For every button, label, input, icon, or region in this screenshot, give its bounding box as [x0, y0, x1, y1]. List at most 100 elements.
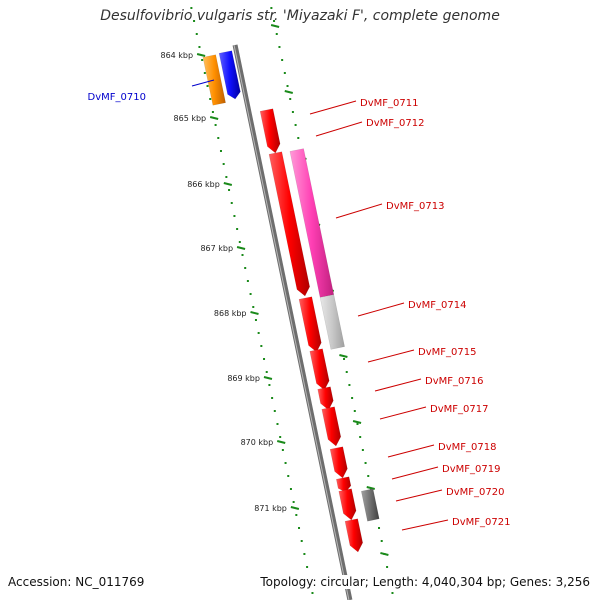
minor-tick — [391, 592, 394, 594]
gene-label: DvMF_0717 — [430, 404, 488, 415]
minor-tick — [386, 566, 389, 568]
minor-tick — [271, 397, 274, 399]
label-leader-line — [335, 203, 383, 219]
major-tick — [276, 440, 286, 444]
gene-label: DvMF_0713 — [386, 201, 444, 212]
gene-label: DvMF_0718 — [438, 442, 496, 453]
minor-tick — [265, 371, 268, 373]
minor-tick — [300, 540, 303, 542]
minor-tick — [203, 72, 206, 74]
minor-tick — [273, 20, 276, 22]
label-leader-line — [309, 100, 357, 115]
major-tick — [196, 53, 206, 57]
kbp-label: 867 kbp — [200, 244, 233, 253]
minor-tick — [345, 371, 348, 373]
minor-tick — [298, 527, 301, 529]
minor-tick — [233, 215, 236, 217]
major-tick — [339, 354, 348, 358]
gene-label: DvMF_0714 — [408, 300, 466, 311]
minor-tick — [268, 384, 271, 386]
minor-tick — [294, 124, 297, 126]
minor-tick — [270, 7, 273, 9]
minor-tick — [217, 137, 220, 139]
kbp-label: 869 kbp — [227, 374, 260, 383]
minor-tick — [225, 176, 228, 178]
label-leader-line — [357, 302, 405, 317]
minor-tick — [193, 20, 196, 22]
minor-tick — [311, 592, 314, 594]
minor-tick — [230, 202, 233, 204]
minor-tick — [195, 33, 198, 35]
gene-arrow — [338, 488, 357, 521]
minor-tick — [306, 566, 309, 568]
minor-tick — [284, 462, 287, 464]
left-tick-rail — [190, 7, 314, 594]
gene-label: DvMF_0721 — [452, 517, 510, 528]
feature-block — [319, 294, 345, 350]
minor-tick — [190, 7, 193, 9]
genome-summary-text: Topology: circular; Length: 4,040,304 bp… — [258, 575, 590, 589]
minor-tick — [286, 85, 289, 87]
minor-tick — [246, 280, 249, 282]
minor-tick — [214, 124, 217, 126]
minor-tick — [351, 397, 354, 399]
major-tick — [263, 376, 273, 380]
label-leader-line — [191, 79, 215, 87]
minor-tick — [222, 163, 225, 165]
minor-tick — [348, 384, 351, 386]
minor-tick — [241, 254, 244, 256]
gene-arrow-blue — [218, 50, 241, 100]
minor-tick — [228, 189, 231, 191]
gene-label: DvMF_0712 — [366, 118, 424, 129]
gene-arrow — [344, 518, 363, 553]
minor-tick — [303, 553, 306, 555]
minor-tick — [263, 358, 266, 360]
minor-tick — [353, 410, 356, 412]
minor-tick — [278, 46, 281, 48]
minor-tick — [378, 527, 381, 529]
major-tick — [209, 116, 219, 120]
minor-tick — [206, 85, 209, 87]
major-tick — [236, 246, 246, 250]
minor-tick — [198, 46, 201, 48]
minor-tick — [283, 72, 286, 74]
label-leader-line — [387, 444, 435, 458]
minor-tick — [364, 462, 367, 464]
map-title: Desulfovibrio vulgaris str. 'Miyazaki F'… — [100, 8, 500, 24]
major-tick — [223, 182, 233, 186]
minor-tick — [249, 293, 252, 295]
gene-arrow — [309, 348, 330, 391]
minor-tick — [367, 475, 370, 477]
major-tick — [284, 90, 294, 94]
minor-tick — [343, 358, 346, 360]
label-leader-line — [367, 349, 415, 363]
minor-tick — [361, 449, 364, 451]
kbp-label: 868 kbp — [214, 309, 247, 318]
gene-arrow — [329, 446, 348, 479]
kbp-label: 866 kbp — [187, 180, 220, 189]
major-tick — [270, 24, 280, 28]
label-leader-line — [315, 121, 363, 137]
accession-text: Accession: NC_011769 — [8, 575, 145, 589]
feature-block — [361, 488, 380, 522]
minor-tick — [273, 410, 276, 412]
minor-tick — [252, 306, 255, 308]
minor-tick — [289, 98, 292, 100]
minor-tick — [257, 332, 260, 334]
gene-arrow — [268, 151, 310, 297]
gene-arrow — [259, 108, 281, 154]
minor-tick — [209, 98, 212, 100]
kbp-label: 870 kbp — [241, 438, 274, 447]
minor-tick — [260, 345, 263, 347]
label-leader-line — [391, 466, 439, 480]
backbone-highlight — [233, 44, 350, 600]
minor-tick — [244, 267, 247, 269]
major-tick — [250, 311, 259, 315]
minor-tick — [279, 436, 282, 438]
minor-tick — [292, 501, 295, 503]
major-tick — [366, 486, 375, 490]
minor-tick — [238, 241, 241, 243]
label-leader-line — [401, 519, 449, 531]
gene-arrow — [321, 406, 342, 447]
